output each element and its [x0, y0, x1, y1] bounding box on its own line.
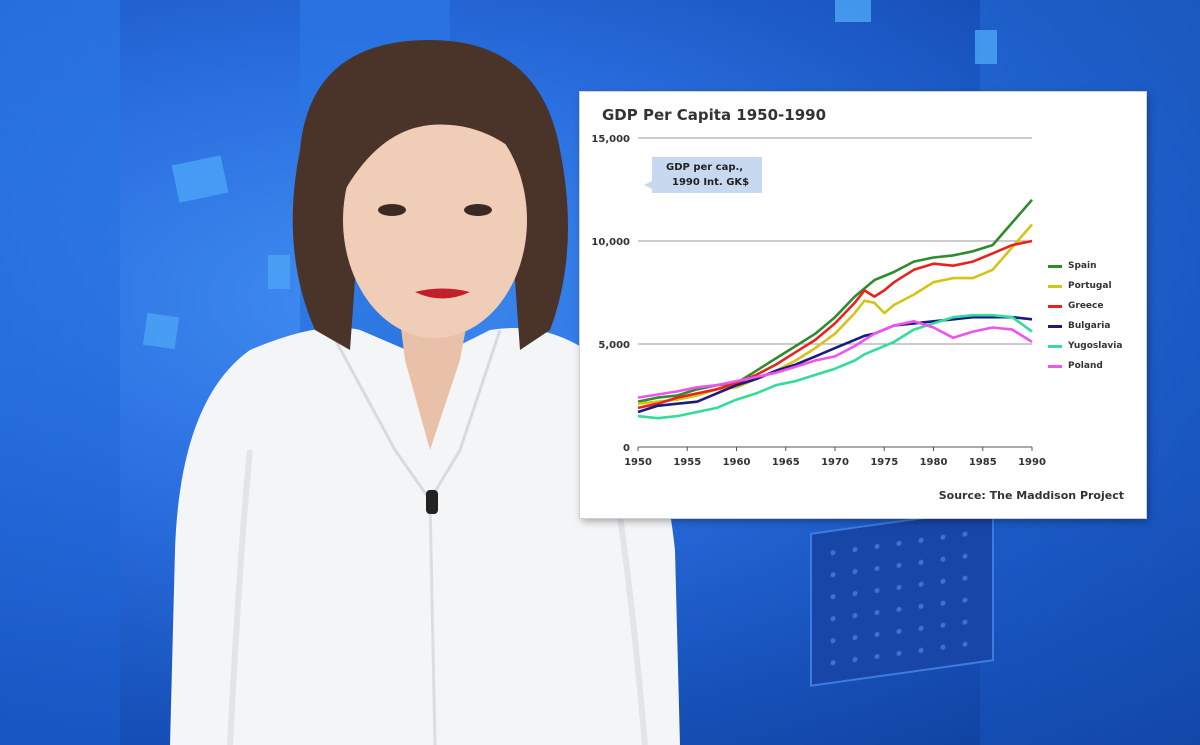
backdrop-tile [268, 255, 290, 289]
series-line-bulgaria [637, 315, 1033, 414]
unit-callout-line: GDP per cap., [666, 162, 744, 173]
y-tick-label: 15,000 [591, 134, 630, 145]
y-tick-label: 5,000 [598, 340, 630, 351]
legend-item-greece: Greece [1048, 296, 1122, 316]
x-tick-label: 1965 [772, 457, 800, 468]
legend-item-portugal: Portugal [1048, 276, 1122, 296]
backdrop-tile [975, 30, 997, 64]
legend-swatch [1048, 304, 1062, 308]
legend-label: Poland [1068, 361, 1103, 371]
backdrop-screen [810, 507, 994, 687]
legend-swatch [1048, 284, 1062, 288]
chart-source: Source: The Maddison Project [938, 489, 1124, 502]
series-line-greece [637, 239, 1033, 410]
x-tick-label: 1950 [624, 457, 652, 468]
unit-callout-line: 1990 Int. GK$ [672, 177, 750, 188]
series-line-poland [637, 320, 1033, 399]
x-tick-label: 1970 [821, 457, 849, 468]
unit-callout: GDP per cap., 1990 Int. GK$ [644, 157, 762, 193]
legend-item-yugoslavia: Yugoslavia [1048, 336, 1122, 356]
legend-label: Yugoslavia [1068, 341, 1123, 351]
x-tick-label: 1955 [673, 457, 701, 468]
legend-label: Spain [1068, 261, 1097, 271]
x-tick-label: 1960 [723, 457, 751, 468]
legend-swatch [1048, 364, 1062, 368]
backdrop-panel [0, 0, 120, 745]
legend-item-spain: Spain [1048, 256, 1122, 276]
x-tick-label: 1985 [969, 457, 997, 468]
chart-card: GDP Per Capita 1950-1990 0 5,000 10,000 15,… [580, 92, 1146, 518]
presenter-figure [170, 40, 680, 745]
chart-legend: Spain Portugal Greece Bulgaria Yugoslavia Pol… [1048, 256, 1122, 376]
legend-item-bulgaria: Bulgaria [1048, 316, 1122, 336]
y-tick-label: 0 [623, 443, 630, 454]
legend-item-poland: Poland [1048, 356, 1122, 376]
x-tick-label: 1975 [870, 457, 898, 468]
series-line-yugoslavia [637, 313, 1033, 420]
series-line-spain [637, 198, 1033, 403]
legend-label: Portugal [1068, 281, 1112, 291]
legend-swatch [1048, 264, 1062, 268]
legend-swatch [1048, 324, 1062, 328]
legend-swatch [1048, 344, 1062, 348]
x-tick-label: 1990 [1018, 457, 1046, 468]
x-tick-label: 1980 [920, 457, 948, 468]
chart-title: GDP Per Capita 1950-1990 [602, 106, 827, 124]
legend-label: Greece [1068, 301, 1104, 311]
line-chart: 0 5,000 10,000 15,000 1950 1955 1960 1965 1970 19… [591, 134, 1046, 468]
backdrop-tile [835, 0, 871, 22]
y-tick-label: 10,000 [591, 237, 630, 248]
legend-label: Bulgaria [1068, 321, 1111, 331]
